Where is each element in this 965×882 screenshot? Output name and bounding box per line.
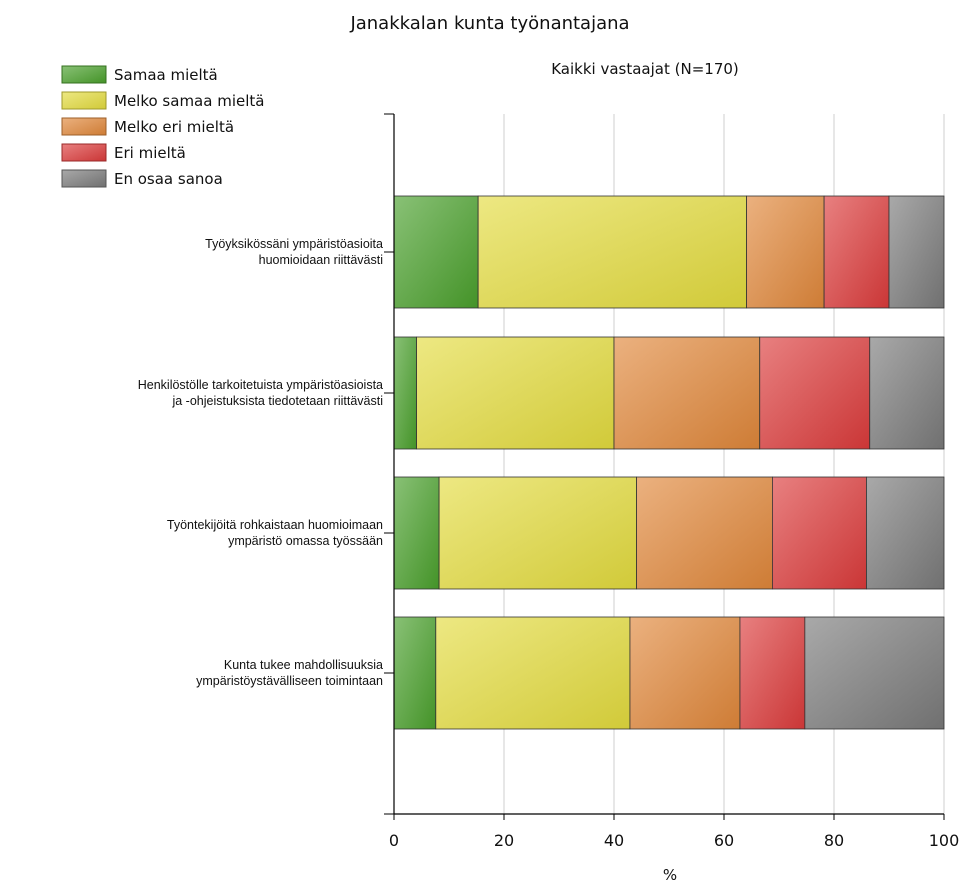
category-labels: Työyksikössäni ympäristöasioita huomioida… xyxy=(138,237,383,688)
legend-swatch xyxy=(61,65,107,84)
legend-label: Eri mieltä xyxy=(114,144,186,162)
x-tick-label: 40 xyxy=(604,831,624,850)
bar-segment xyxy=(393,195,479,309)
category-label: Työyksikössäni ympäristöasioita huomioida… xyxy=(205,237,383,267)
bar-segment xyxy=(393,336,417,450)
legend-label: En osaa sanoa xyxy=(114,170,223,188)
x-axis-title: % xyxy=(663,866,677,882)
legend-label: Melko eri mieltä xyxy=(114,118,234,136)
bar-segment xyxy=(416,336,615,450)
bar-segment xyxy=(888,195,945,309)
bars xyxy=(393,195,945,730)
x-tick-label: 20 xyxy=(494,831,514,850)
x-tick-label: 80 xyxy=(824,831,844,850)
x-tick-labels: 0 20 40 60 80 100 xyxy=(389,831,959,850)
chart-subtitle: Kaikki vastaajat (N=170) xyxy=(551,60,739,78)
legend-swatch xyxy=(61,91,107,110)
bar-segment xyxy=(866,476,945,590)
category-label: Kunta tukee mahdollisuuksia ympäristöystä… xyxy=(196,658,383,688)
bar-segment xyxy=(869,336,945,450)
bar-segment xyxy=(393,476,440,590)
legend: Samaa mieltä Melko samaa mieltä Melko eri … xyxy=(61,65,264,188)
bar-segment xyxy=(629,616,741,730)
bar-segment xyxy=(746,195,825,309)
legend-swatch xyxy=(61,143,107,162)
axes xyxy=(384,113,945,820)
legend-swatch xyxy=(61,117,107,136)
category-label: Työntekijöitä rohkaistaan huomioimaan ymp… xyxy=(167,518,383,548)
bar-segment xyxy=(438,476,637,590)
x-tick-label: 100 xyxy=(929,831,960,850)
legend-swatch xyxy=(61,169,107,188)
bar-segment xyxy=(739,616,806,730)
bar-segment xyxy=(759,336,871,450)
category-label: Henkilöstölle tarkoitetuista ympäristöas… xyxy=(138,378,383,408)
bar-segment xyxy=(804,616,945,730)
bar-segment xyxy=(477,195,747,309)
x-tick-label: 0 xyxy=(389,831,399,850)
bar-segment xyxy=(636,476,773,590)
bar-segment xyxy=(613,336,761,450)
x-tick-label: 60 xyxy=(714,831,734,850)
legend-label: Melko samaa mieltä xyxy=(114,92,264,110)
bar-segment xyxy=(435,616,631,730)
legend-label: Samaa mieltä xyxy=(114,66,218,84)
chart-title: Janakkalan kunta työnantajana xyxy=(349,13,629,34)
bar-segment xyxy=(772,476,867,590)
bar-segment xyxy=(823,195,890,309)
bar-segment xyxy=(393,616,437,730)
